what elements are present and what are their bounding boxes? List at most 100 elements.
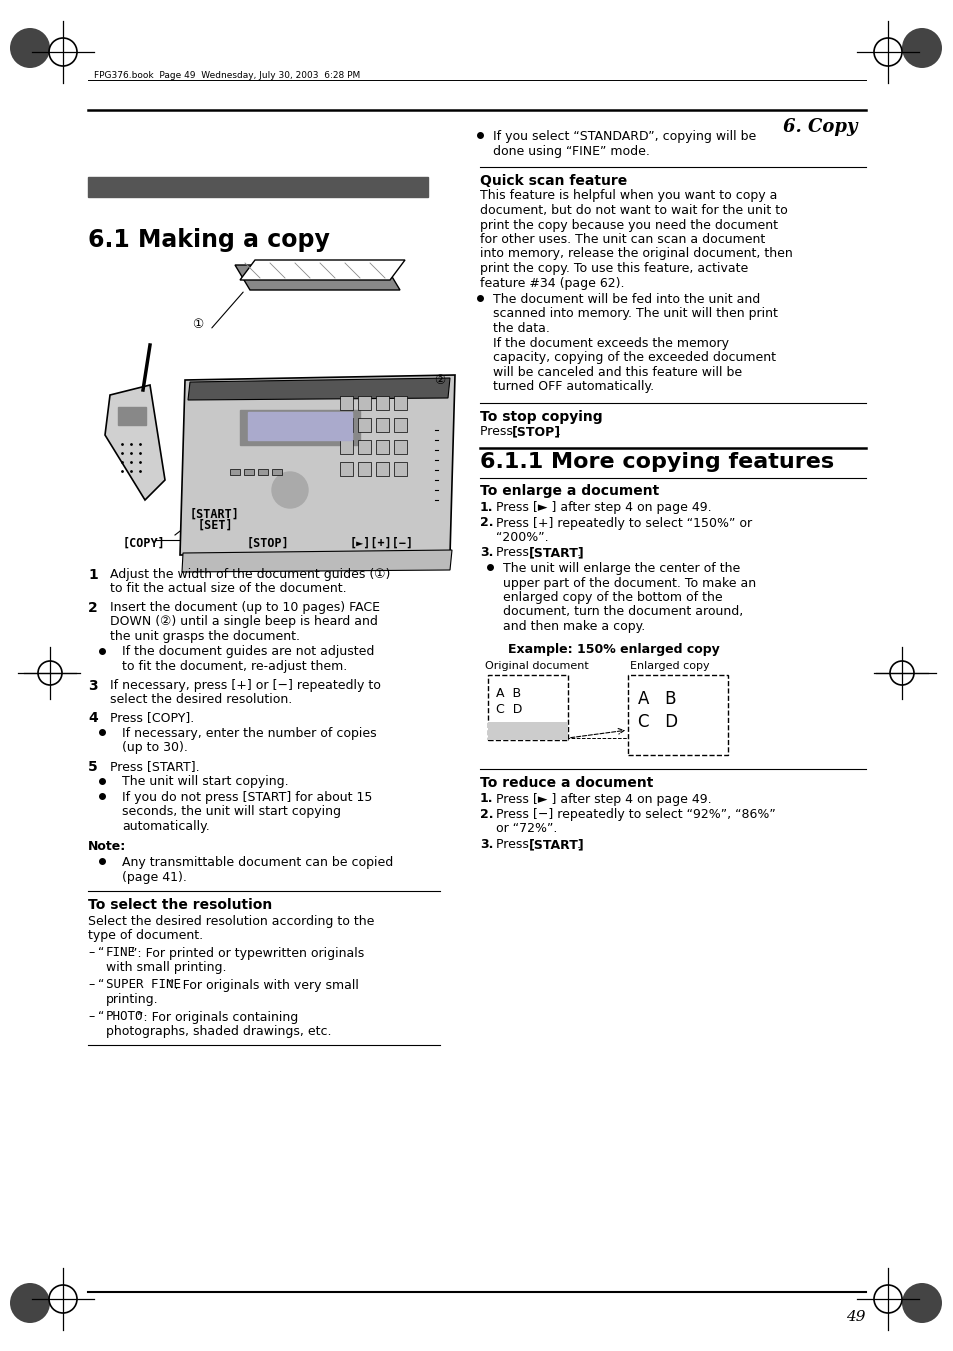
Text: –: – [88, 1011, 94, 1024]
Text: If the document exceeds the memory: If the document exceeds the memory [493, 336, 728, 350]
Text: into memory, release the original document, then: into memory, release the original docume… [479, 247, 792, 261]
Text: To stop copying: To stop copying [479, 409, 602, 423]
Text: enlarged copy of the bottom of the: enlarged copy of the bottom of the [502, 590, 721, 604]
Text: [►][+][−]: [►][+][−] [350, 536, 414, 550]
Bar [339, 462, 353, 476]
Bar [627, 676, 727, 755]
Circle shape [272, 471, 308, 508]
Text: the unit grasps the document.: the unit grasps the document. [110, 630, 299, 643]
Text: feature #34 (page 62).: feature #34 (page 62). [479, 277, 624, 289]
Bar [257, 469, 268, 476]
Bar [248, 412, 352, 440]
Text: Press [START].: Press [START]. [110, 761, 199, 773]
Text: A  B: A B [496, 688, 520, 700]
Text: 4: 4 [88, 712, 97, 725]
Text: 49: 49 [845, 1310, 865, 1324]
Text: automatically.: automatically. [122, 820, 210, 834]
Circle shape [10, 28, 50, 68]
Text: and then make a copy.: and then make a copy. [502, 620, 644, 634]
Bar [394, 440, 407, 454]
Bar [244, 469, 253, 476]
Circle shape [901, 1283, 941, 1323]
Bar [339, 440, 353, 454]
Text: To select the resolution: To select the resolution [88, 898, 272, 912]
Text: C  D: C D [496, 703, 522, 716]
Text: ①: ① [193, 319, 203, 331]
Bar [375, 462, 389, 476]
Bar [394, 462, 407, 476]
Bar [357, 440, 371, 454]
Text: The document will be fed into the unit and: The document will be fed into the unit a… [493, 293, 760, 305]
Text: ”: For printed or typewritten originals: ”: For printed or typewritten originals [131, 947, 364, 959]
Text: Press: Press [496, 838, 533, 851]
Text: Original document: Original document [484, 661, 588, 671]
Text: If necessary, press [+] or [−] repeatedly to: If necessary, press [+] or [−] repeatedl… [110, 678, 380, 692]
Text: scanned into memory. The unit will then print: scanned into memory. The unit will then … [493, 308, 777, 320]
Text: to fit the document, re-adjust them.: to fit the document, re-adjust them. [122, 661, 347, 673]
Circle shape [901, 28, 941, 68]
Text: Enlarged copy: Enlarged copy [629, 661, 709, 671]
Text: To enlarge a document: To enlarge a document [479, 485, 659, 499]
Text: [START]: [START] [190, 508, 240, 521]
Text: (page 41).: (page 41). [122, 870, 187, 884]
Text: Insert the document (up to 10 pages) FACE: Insert the document (up to 10 pages) FAC… [110, 601, 379, 613]
Text: document, turn the document around,: document, turn the document around, [502, 605, 742, 619]
Bar [240, 409, 359, 444]
Text: printing.: printing. [106, 993, 158, 1006]
Text: [STOP]: [STOP] [247, 536, 290, 550]
Text: Press [► ] after step 4 on page 49.: Press [► ] after step 4 on page 49. [496, 793, 711, 805]
Text: 1.: 1. [479, 793, 493, 805]
Text: A   B: A B [638, 690, 676, 708]
Text: [START]: [START] [529, 547, 584, 559]
Text: 1.: 1. [479, 501, 493, 513]
Text: will be canceled and this feature will be: will be canceled and this feature will b… [493, 366, 741, 378]
Bar [394, 417, 407, 432]
Text: Press: Press [496, 547, 533, 559]
Text: 3.: 3. [479, 838, 493, 851]
Text: 1: 1 [88, 567, 97, 582]
Text: 6.1.1 More copying features: 6.1.1 More copying features [479, 451, 833, 471]
Polygon shape [234, 265, 399, 290]
Text: document, but do not want to wait for the unit to: document, but do not want to wait for th… [479, 204, 787, 218]
Bar [272, 469, 282, 476]
Text: FPG376.book  Page 49  Wednesday, July 30, 2003  6:28 PM: FPG376.book Page 49 Wednesday, July 30, … [94, 72, 360, 80]
Text: print the copy because you need the document: print the copy because you need the docu… [479, 219, 778, 231]
Text: for other uses. The unit can scan a document: for other uses. The unit can scan a docu… [479, 232, 764, 246]
Text: 5: 5 [88, 761, 97, 774]
Text: Quick scan feature: Quick scan feature [479, 174, 626, 188]
Text: the data.: the data. [493, 322, 549, 335]
Bar [375, 417, 389, 432]
Text: This feature is helpful when you want to copy a: This feature is helpful when you want to… [479, 189, 777, 203]
Text: print the copy. To use this feature, activate: print the copy. To use this feature, act… [479, 262, 747, 276]
Text: seconds, the unit will start copying: seconds, the unit will start copying [122, 805, 340, 819]
Polygon shape [188, 378, 450, 400]
Bar [488, 676, 567, 740]
Text: select the desired resolution.: select the desired resolution. [110, 693, 292, 707]
Text: Select the desired resolution according to the: Select the desired resolution according … [88, 915, 374, 928]
Text: Press [−] repeatedly to select “92%”, “86%”: Press [−] repeatedly to select “92%”, “8… [496, 808, 775, 821]
Text: turned OFF automatically.: turned OFF automatically. [493, 380, 654, 393]
Text: 2.: 2. [479, 808, 493, 821]
Text: Example: 150% enlarged copy: Example: 150% enlarged copy [507, 643, 719, 655]
Text: .: . [577, 838, 580, 851]
Text: If you do not press [START] for about 15: If you do not press [START] for about 15 [122, 790, 372, 804]
Text: –: – [88, 978, 94, 992]
Text: [START]: [START] [529, 838, 584, 851]
Text: with small printing.: with small printing. [106, 961, 226, 974]
Bar [339, 417, 353, 432]
Text: [COPY]: [COPY] [123, 536, 166, 550]
Text: [STOP]: [STOP] [512, 426, 560, 438]
Text: To reduce a document: To reduce a document [479, 775, 653, 790]
Text: .: . [557, 426, 560, 438]
Text: upper part of the document. To make an: upper part of the document. To make an [502, 577, 756, 589]
Text: SUPER FINE: SUPER FINE [106, 978, 181, 992]
Text: If you select “STANDARD”, copying will be: If you select “STANDARD”, copying will b… [493, 130, 756, 143]
Text: type of document.: type of document. [88, 929, 203, 942]
Text: ”: For originals containing: ”: For originals containing [137, 1011, 298, 1024]
Bar [357, 462, 371, 476]
Bar [230, 469, 240, 476]
Bar [339, 396, 353, 409]
Text: Press [COPY].: Press [COPY]. [110, 712, 194, 724]
Text: or “72%”.: or “72%”. [496, 823, 557, 835]
Text: 3.: 3. [479, 547, 493, 559]
